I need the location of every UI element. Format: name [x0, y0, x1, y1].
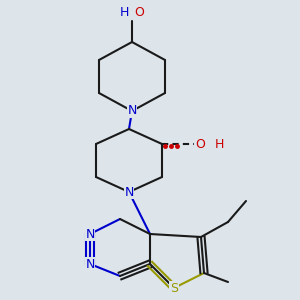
- Text: N: N: [124, 185, 134, 199]
- Text: S: S: [170, 281, 178, 295]
- Text: O: O: [195, 137, 205, 151]
- Text: N: N: [85, 227, 95, 241]
- Text: H: H: [120, 5, 129, 19]
- Text: N: N: [85, 257, 95, 271]
- Text: N: N: [127, 104, 137, 118]
- Text: O: O: [135, 5, 144, 19]
- Text: H: H: [214, 137, 224, 151]
